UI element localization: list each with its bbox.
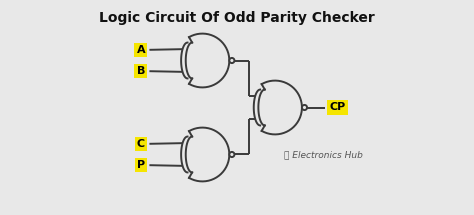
Text: C: C <box>137 139 145 149</box>
Polygon shape <box>258 81 302 134</box>
Polygon shape <box>186 34 229 88</box>
Text: CP: CP <box>329 103 346 112</box>
Circle shape <box>302 105 307 110</box>
Text: A: A <box>137 45 145 55</box>
Circle shape <box>229 58 235 63</box>
Text: Logic Circuit Of Odd Parity Checker: Logic Circuit Of Odd Parity Checker <box>99 11 375 25</box>
Text: P: P <box>137 160 145 170</box>
Text: B: B <box>137 66 145 76</box>
Circle shape <box>229 152 235 157</box>
Polygon shape <box>186 127 229 181</box>
Text: ⭕ Electronics Hub: ⭕ Electronics Hub <box>284 150 363 159</box>
